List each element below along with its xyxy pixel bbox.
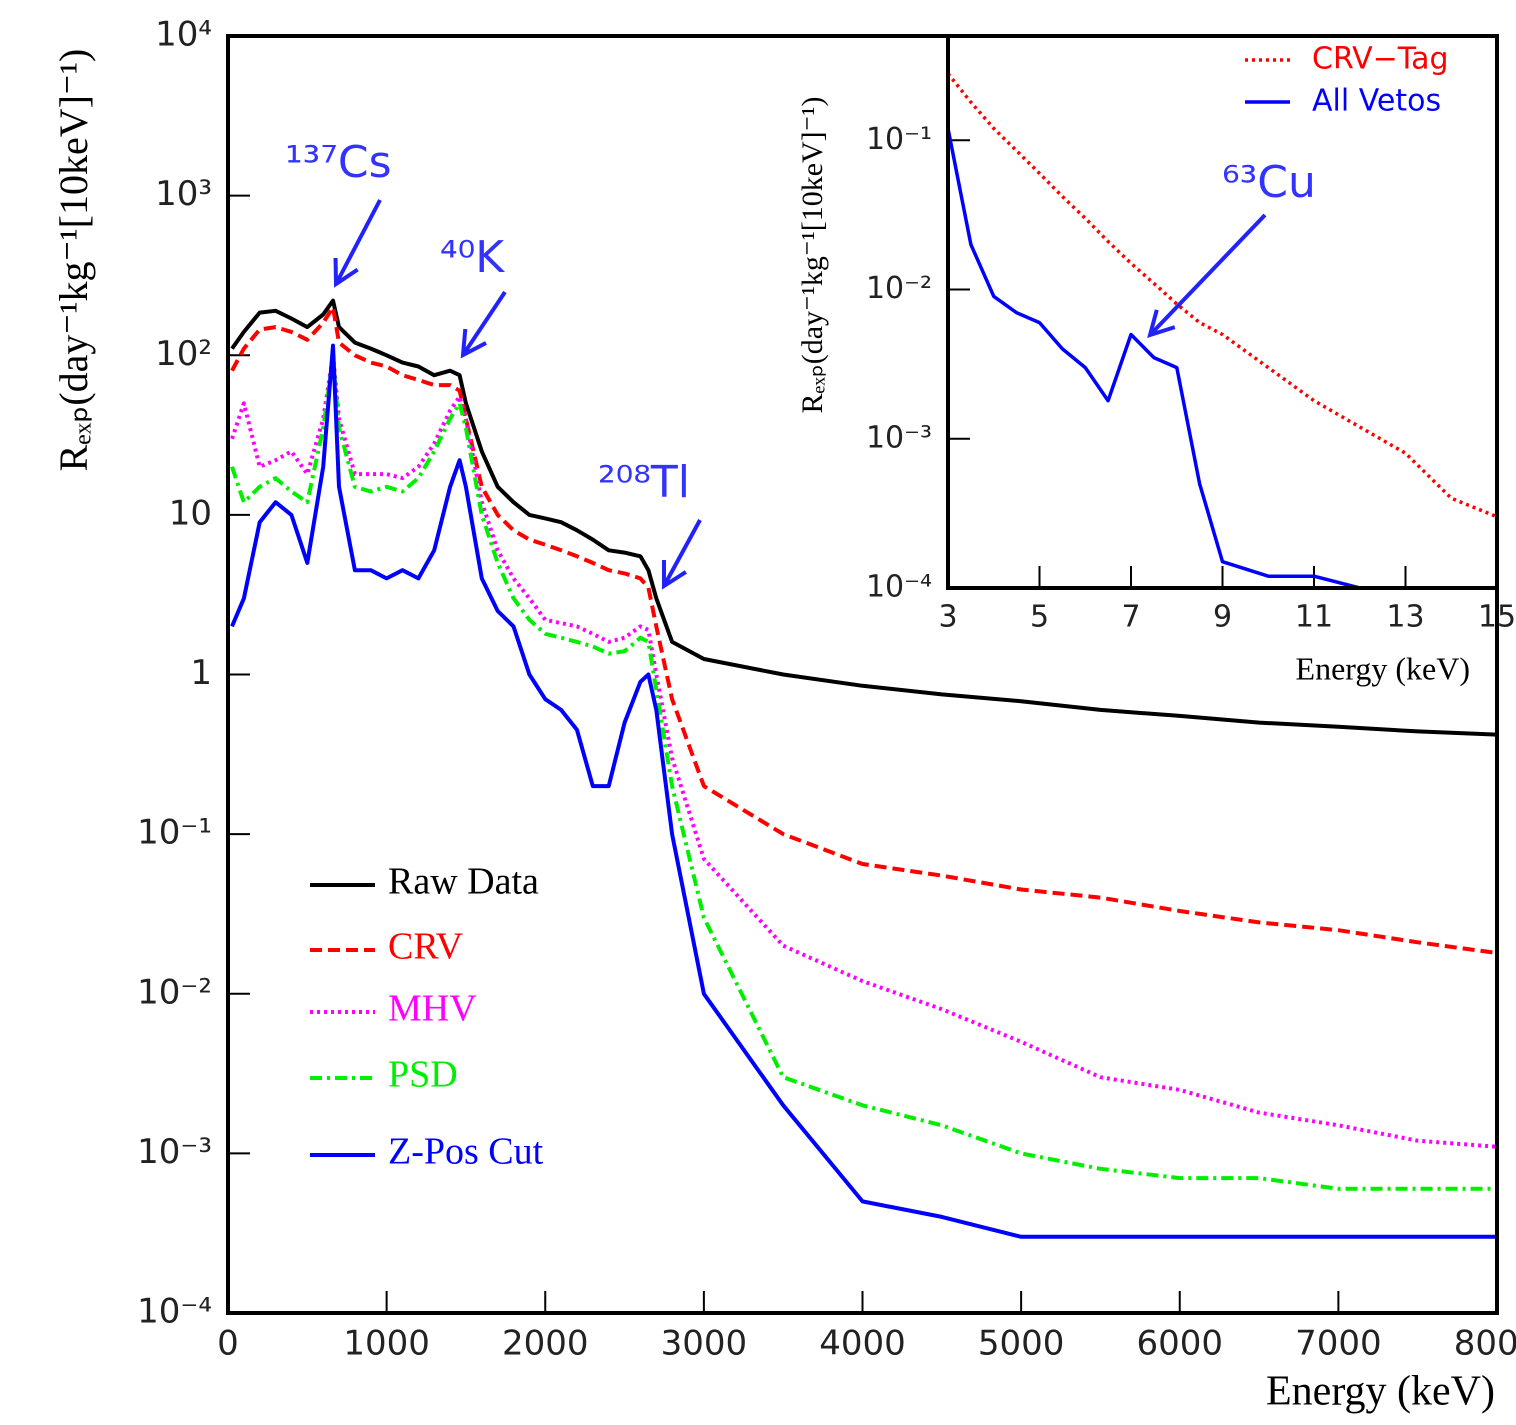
x-tick-label: 0 [217,1324,239,1364]
y-tick-label: 10⁻² [866,271,932,306]
x-tick-label: 3000 [661,1324,748,1364]
y-tick-label: 10⁻¹ [866,122,932,157]
plot-frame [946,34,1499,590]
x-tick-label: 9 [1213,600,1232,635]
x-tick-label: 5 [1030,600,1049,635]
legend-label: CRV−Tag [1312,42,1449,77]
x-tick-label: 8000 [1454,1324,1516,1364]
y-tick-label: 10⁻² [137,972,212,1012]
plot-frame [226,34,1499,1315]
y-tick-label: 1 [190,653,212,693]
legend-label: All Vetos [1312,84,1441,119]
legend-label: Z-Pos Cut [388,1131,544,1173]
annotation-arrow [460,290,507,359]
x-tick-label: 11 [1295,600,1333,635]
legend-label: MHV [388,988,477,1030]
plot-area [948,72,1497,588]
annotation-arrow [661,519,702,590]
annotation: ⁶³Cu [1222,157,1316,208]
annotation: ⁴⁰K [440,232,505,283]
y-tick-label: 10² [155,334,212,374]
y-tick-label: 10⁴ [155,15,212,55]
data-line [948,128,1406,588]
x-tick-label: 13 [1386,600,1424,635]
x-tick-label: 6000 [1136,1324,1223,1364]
inset-chart: 3 5 7 9 11 13 15 10⁻⁴ 10⁻³ 10⁻² 10⁻¹ CRV−Tag All Vet… [796,34,1516,686]
y-tick-label: 10⁻¹ [137,813,212,853]
legend-label: CRV [388,926,464,968]
y-tick-label: 10³ [155,174,212,214]
y-tick-label: 10⁻³ [866,420,932,455]
y-tick-label: 10⁻³ [137,1132,212,1172]
annotation: ²⁰⁸Tl [598,457,690,508]
legend-label: Raw Data [388,861,539,903]
y-tick-label: 10 [169,493,212,533]
x-tick-label: 2000 [502,1324,589,1364]
x-tick-label: 1000 [343,1324,430,1364]
y-tick-label: 10⁻⁴ [866,570,932,605]
inset-background [948,36,1497,588]
x-axis-label: Energy (keV) [1266,1369,1495,1415]
annotation-arrow [1147,213,1267,339]
x-tick-label: 3 [938,600,957,635]
plot-area [230,298,1497,1239]
annotation-arrow [333,199,382,288]
y-axis-label: Rₑₓₚ(day⁻¹kg⁻¹[10keV]⁻¹) [796,97,829,414]
x-tick-label: 4000 [819,1324,906,1364]
data-line [230,356,1497,1191]
data-line [948,72,1497,519]
data-line [230,343,1497,1239]
x-axis-label: Energy (keV) [1296,650,1470,686]
x-tick-label: 5000 [978,1324,1065,1364]
x-tick-label: 7000 [1295,1324,1382,1364]
annotation: ¹³⁷Cs [285,137,392,188]
data-line [230,298,1497,737]
x-tick-label: 7 [1121,600,1140,635]
main-chart: 0 1000 2000 3000 4000 5000 6000 7000 8000 10⁻⁴ 10⁻… [51,15,1516,1415]
y-axis-label: Rₑₓₚ(day⁻¹kg⁻¹[10keV]⁻¹) [51,49,96,472]
legend-label: PSD [388,1054,458,1096]
x-tick-label: 15 [1478,600,1516,635]
y-tick-label: 10⁻⁴ [137,1292,212,1332]
